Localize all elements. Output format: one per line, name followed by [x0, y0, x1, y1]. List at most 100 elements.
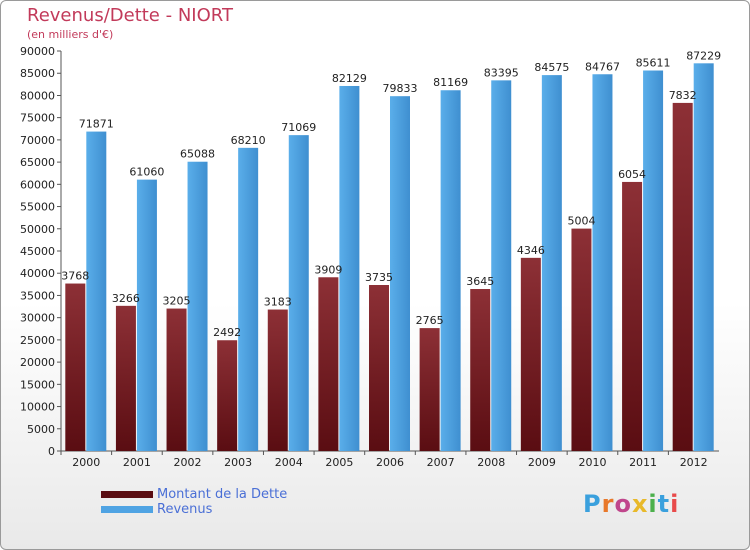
- label-revenus-2005: 82129: [332, 72, 367, 85]
- label-revenus-2006: 79833: [383, 82, 418, 95]
- label-revenus-2001: 61060: [129, 166, 164, 179]
- bar-dette-2009: [520, 257, 541, 451]
- bar-dette-2010: [571, 228, 592, 451]
- y-tick-label: 0: [48, 445, 55, 458]
- bar-revenus-2010: [592, 74, 613, 451]
- bar-revenus-2004: [288, 135, 309, 452]
- label-revenus-2002: 65088: [180, 148, 215, 161]
- label-revenus-2011: 85611: [636, 57, 671, 70]
- bar-dette-2008: [470, 289, 491, 451]
- label-revenus-2003: 68210: [231, 134, 266, 147]
- label-revenus-2008: 83395: [484, 66, 519, 79]
- y-tick-label: 55000: [20, 201, 55, 214]
- bar-revenus-2008: [491, 80, 512, 451]
- label-dette-2012: 7832: [669, 89, 697, 102]
- label-revenus-2012: 87229: [686, 49, 721, 62]
- data-labels: 3768 71871 3266 61060 3205 65088 2492 68210 3183…: [61, 49, 721, 339]
- label-revenus-2009: 84575: [534, 61, 569, 74]
- y-tick-label: 45000: [20, 245, 55, 258]
- x-tick-label: 2005: [325, 456, 353, 469]
- legend-swatch-dette: [101, 491, 153, 498]
- label-dette-2003: 2492: [213, 326, 241, 339]
- label-dette-2006: 3735: [365, 271, 393, 284]
- legend-label-dette: Montant de la Dette: [157, 487, 288, 502]
- bar-dette-2000: [65, 283, 86, 451]
- x-tick-label: 2007: [427, 456, 455, 469]
- y-tick-label: 20000: [20, 356, 55, 369]
- logo-letter: P: [583, 490, 602, 518]
- chart-title: Revenus/Dette - NIORT: [27, 5, 233, 26]
- label-dette-2010: 5004: [567, 215, 595, 228]
- bar-revenus-2005: [339, 85, 360, 451]
- bar-dette-2003: [217, 340, 238, 451]
- x-tick-label: 2002: [174, 456, 202, 469]
- x-tick-label: 2006: [376, 456, 404, 469]
- label-dette-2011: 6054: [618, 168, 646, 181]
- x-tick-label: 2003: [224, 456, 252, 469]
- label-revenus-2000: 71871: [79, 118, 114, 131]
- label-dette-2005: 3909: [314, 263, 342, 276]
- label-dette-2009: 4346: [517, 244, 545, 257]
- label-dette-2000: 3768: [61, 270, 89, 283]
- y-tick-label: 75000: [20, 112, 55, 125]
- bar-revenus-2011: [643, 70, 664, 452]
- bar-revenus-2006: [390, 96, 410, 451]
- bar-dette-2011: [622, 181, 643, 451]
- x-tick-label: 2001: [123, 456, 151, 469]
- bar-dette-2001: [115, 305, 136, 451]
- label-dette-2002: 3205: [163, 295, 191, 308]
- y-tick-label: 65000: [20, 156, 55, 169]
- bar-revenus-2009: [541, 75, 562, 451]
- y-tick-label: 80000: [20, 89, 55, 102]
- y-tick-label: 40000: [20, 267, 55, 280]
- logo-letter: r: [601, 490, 615, 518]
- x-tick-label: 2010: [578, 456, 606, 469]
- bar-revenus-2002: [187, 161, 208, 451]
- y-tick-label: 35000: [20, 289, 55, 302]
- y-tick-label: 60000: [20, 178, 55, 191]
- bar-revenus-2012: [693, 63, 714, 452]
- label-revenus-2010: 84767: [585, 60, 620, 73]
- logo-letter: t: [657, 490, 671, 518]
- x-tick-label: 2004: [275, 456, 303, 469]
- y-tick-label: 25000: [20, 334, 55, 347]
- bar-revenus-2001: [136, 179, 157, 451]
- y-tick-label: 90000: [20, 45, 55, 58]
- y-tick-label: 85000: [20, 67, 55, 80]
- label-dette-2007: 2765: [416, 314, 444, 327]
- label-dette-2004: 3183: [264, 296, 292, 309]
- label-revenus-2004: 71069: [281, 121, 316, 134]
- x-tick-label: 2000: [72, 456, 100, 469]
- x-tick-label: 2012: [680, 456, 708, 469]
- x-tick-label: 2008: [477, 456, 505, 469]
- bar-dette-2005: [318, 277, 339, 451]
- proxiti-logo: Proxiti: [583, 490, 679, 518]
- bar-dette-2007: [419, 328, 440, 451]
- legend-label-revenus: Revenus: [157, 502, 213, 517]
- y-tick-label: 50000: [20, 223, 55, 236]
- logo-letter: o: [614, 490, 632, 518]
- label-revenus-2007: 81169: [433, 76, 468, 89]
- bar-revenus-2000: [86, 131, 107, 451]
- logo-letter: i: [648, 490, 658, 518]
- bar-dette-2006: [369, 285, 389, 451]
- y-tick-label: 10000: [20, 401, 55, 414]
- logo-letter: i: [670, 490, 680, 518]
- bar-revenus-2003: [238, 147, 259, 451]
- chart-subtitle: (en milliers d'€): [27, 28, 114, 41]
- y-tick-label: 5000: [27, 423, 55, 436]
- bar-revenus-2007: [440, 90, 461, 451]
- x-tick-label: 2011: [629, 456, 657, 469]
- y-tick-label: 15000: [20, 378, 55, 391]
- bar-dette-2002: [166, 308, 187, 451]
- y-tick-label: 30000: [20, 312, 55, 325]
- legend-swatch-revenus: [101, 506, 153, 513]
- x-tick-label: 2009: [528, 456, 556, 469]
- logo-letter: x: [631, 490, 649, 518]
- bar-dette-2004: [267, 309, 288, 451]
- bar-dette-2012: [672, 102, 693, 452]
- label-dette-2001: 3266: [112, 292, 140, 305]
- y-tick-label: 70000: [20, 134, 55, 147]
